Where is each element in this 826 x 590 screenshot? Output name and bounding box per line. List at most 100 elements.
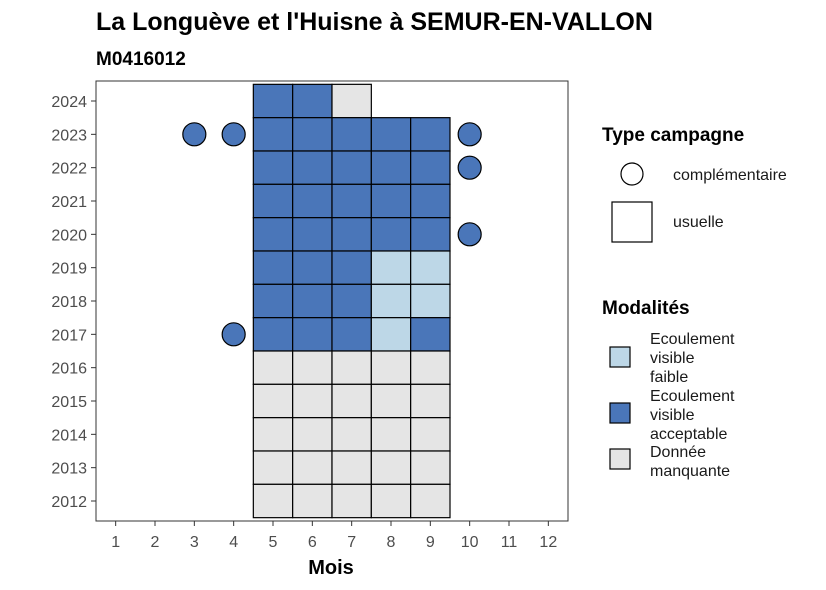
legend-type-label-complementaire: complémentaire — [673, 167, 787, 184]
legend-circle-key — [620, 162, 644, 186]
cell-2015-9 — [410, 383, 451, 419]
y-tick-label: 2019 — [51, 261, 87, 278]
cell-2017-8 — [370, 317, 412, 352]
x-axis: 1 2 3 4 5 6 7 8 9 10 11 12 — [111, 521, 557, 551]
x-tick-label: 6 — [308, 534, 317, 551]
legend-type-label-usuelle: usuelle — [673, 214, 724, 231]
cell-2024-5 — [252, 83, 294, 119]
x-tick-label: 7 — [347, 534, 356, 551]
legend-key-1 — [609, 402, 631, 424]
cell-2014-9 — [410, 417, 451, 452]
x-tick-label: 10 — [461, 534, 479, 551]
cell-2018-7 — [331, 283, 372, 319]
y-tick-label: 2020 — [51, 227, 87, 244]
cell-2018-5 — [252, 283, 294, 319]
cell-2022-8 — [370, 150, 412, 185]
y-tick-label: 2022 — [51, 161, 87, 178]
y-tick-label: 2012 — [51, 494, 87, 511]
cell-2014-6 — [292, 417, 333, 452]
cell-2019-5 — [252, 250, 294, 285]
cell-2022-9 — [410, 150, 451, 185]
cell-2012-7 — [331, 483, 372, 519]
x-tick-label: 1 — [111, 534, 120, 551]
cell-2012-6 — [292, 483, 333, 519]
cell-2023-7 — [331, 117, 372, 152]
cell-2020-6 — [292, 217, 333, 252]
y-tick-label: 2013 — [51, 461, 87, 478]
cell-2021-5 — [252, 183, 294, 219]
cell-2023-5 — [252, 117, 294, 152]
y-tick-label: 2014 — [51, 427, 87, 444]
cell-2023-6 — [292, 117, 333, 152]
cell-2017-6 — [292, 317, 333, 352]
cell-2012-5 — [252, 483, 294, 519]
legend: Type campagne complémentaire usuelle Mod… — [602, 125, 787, 480]
points-layer — [182, 122, 482, 347]
x-tick-label: 9 — [426, 534, 435, 551]
cell-2024-7 — [331, 83, 372, 119]
cell-2013-5 — [252, 450, 294, 485]
legend-modalites-title: Modalités — [602, 298, 690, 319]
legend-label-2: Donnée manquante — [650, 444, 730, 480]
cell-2017-7 — [331, 317, 372, 352]
cell-2014-7 — [331, 417, 372, 452]
cell-2019-9 — [410, 250, 451, 285]
y-tick-label: 2016 — [51, 361, 87, 378]
y-tick-label: 2018 — [51, 294, 87, 311]
cell-2022-5 — [252, 150, 294, 185]
cell-2013-9 — [410, 450, 451, 485]
x-tick-label: 11 — [501, 534, 518, 551]
cell-2016-5 — [252, 350, 294, 385]
cell-2021-7 — [331, 183, 372, 219]
cell-2014-8 — [370, 417, 412, 452]
cell-2013-6 — [292, 450, 333, 485]
y-tick-label: 2023 — [51, 127, 87, 144]
cell-2022-6 — [292, 150, 333, 185]
cells-layer — [252, 83, 451, 519]
cell-2013-8 — [370, 450, 412, 485]
cell-2017-9 — [410, 317, 451, 352]
legend-label-1: Ecoulement visible acceptable — [650, 388, 735, 443]
cell-2023-8 — [370, 117, 412, 152]
chart-subtitle: M0416012 — [96, 49, 186, 70]
x-tick-label: 4 — [229, 534, 238, 551]
cell-2014-5 — [252, 417, 294, 452]
y-tick-label: 2021 — [51, 194, 87, 211]
cell-2021-8 — [370, 183, 412, 219]
cell-2015-8 — [370, 383, 412, 419]
cell-2016-6 — [292, 350, 333, 385]
chart-title: La Longuève et l'Huisne à SEMUR-EN-VALLO… — [96, 8, 653, 36]
x-tick-label: 12 — [539, 534, 557, 551]
cell-2015-6 — [292, 383, 333, 419]
cell-2020-9 — [410, 217, 451, 252]
cell-2019-7 — [331, 250, 372, 285]
cell-2020-7 — [331, 217, 372, 252]
cell-2016-9 — [410, 350, 451, 385]
cell-2020-8 — [370, 217, 412, 252]
y-tick-label: 2024 — [51, 94, 87, 111]
cell-2021-6 — [292, 183, 333, 219]
cell-2021-9 — [410, 183, 451, 219]
point-2022-10 — [457, 155, 482, 180]
cell-2018-8 — [370, 283, 412, 319]
cell-2012-8 — [370, 483, 412, 519]
legend-key-2 — [609, 448, 631, 470]
cell-2012-9 — [410, 483, 451, 519]
cell-2019-8 — [370, 250, 412, 285]
point-2023-4 — [221, 122, 246, 147]
point-2020-10 — [457, 222, 482, 247]
legend-square-key — [611, 201, 653, 243]
plot-area — [95, 80, 569, 522]
cell-2024-6 — [292, 83, 333, 119]
cell-2016-7 — [331, 350, 372, 385]
x-tick-label: 5 — [269, 534, 278, 551]
legend-key-0 — [609, 346, 631, 368]
cell-2019-6 — [292, 250, 333, 285]
point-2023-10 — [457, 122, 482, 147]
y-axis: 2012 2013 2014 2015 2016 2017 2018 2019 2020 2021… — [51, 94, 96, 511]
cell-2015-5 — [252, 383, 294, 419]
cell-2018-9 — [410, 283, 451, 319]
cell-2018-6 — [292, 283, 333, 319]
